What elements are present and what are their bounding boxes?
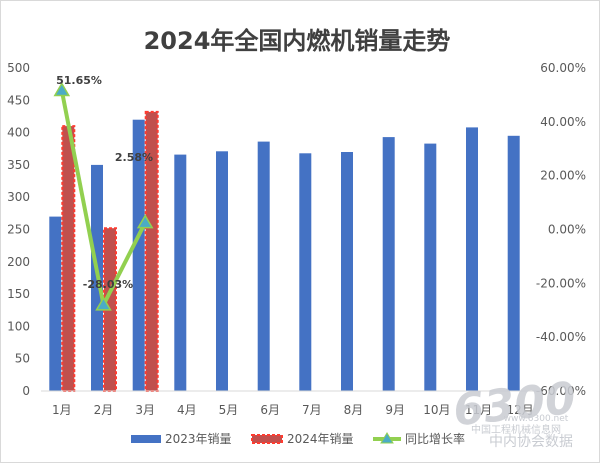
x-tick-label: 2月 bbox=[94, 403, 114, 417]
y-left-tick-label: 0 bbox=[22, 384, 30, 398]
bar-2023 bbox=[216, 151, 228, 391]
y-left-tick-label: 150 bbox=[7, 287, 30, 301]
y-right-tick-label: -40.00% bbox=[536, 330, 586, 344]
bar-2023 bbox=[257, 141, 270, 391]
watermark-logo: 6300 bbox=[451, 373, 578, 437]
bar-2023 bbox=[49, 216, 62, 391]
x-tick-label: 3月 bbox=[135, 403, 155, 417]
watermark-site: 中国工程机械信息网 bbox=[471, 423, 561, 436]
x-tick-label: 4月 bbox=[177, 403, 197, 417]
watermark-url: www.6300.net bbox=[504, 414, 569, 424]
y-left-tick-label: 500 bbox=[7, 61, 30, 75]
bar-2023 bbox=[507, 135, 520, 391]
x-tick-label: 12月 bbox=[507, 403, 534, 417]
x-tick-label: 5月 bbox=[219, 403, 239, 417]
growth-point-marker bbox=[136, 214, 154, 229]
y-right-tick-label: 0.00% bbox=[548, 223, 586, 237]
legend-swatch-2024 bbox=[251, 434, 283, 444]
y-right-tick-label: -60.00% bbox=[536, 384, 586, 398]
bar-2023 bbox=[382, 137, 395, 391]
y-left-tick-label: 100 bbox=[7, 319, 30, 333]
x-tick-label: 1月 bbox=[52, 403, 72, 417]
bar-2023 bbox=[132, 119, 145, 391]
x-tick-label: 10月 bbox=[423, 403, 450, 417]
y-right-tick-label: 40.00% bbox=[540, 115, 586, 129]
x-tick-label: 6月 bbox=[260, 403, 280, 417]
bar-2023 bbox=[424, 143, 437, 391]
y-left-tick-label: 250 bbox=[7, 223, 30, 237]
y-right-tick-label: 20.00% bbox=[540, 169, 586, 183]
legend-marker-growth bbox=[380, 432, 394, 444]
x-tick-label: 7月 bbox=[302, 403, 322, 417]
x-tick-label: 8月 bbox=[344, 403, 364, 417]
growth-point-marker bbox=[53, 82, 71, 97]
bar-2023 bbox=[341, 152, 353, 391]
data-label: -28.03% bbox=[83, 278, 133, 291]
y-right-tick-label: 60.00% bbox=[540, 61, 586, 75]
data-label: 51.65% bbox=[56, 74, 102, 87]
y-left-tick-label: 200 bbox=[7, 255, 30, 269]
bar-2023 bbox=[174, 154, 187, 391]
y-left-tick-label: 350 bbox=[7, 158, 30, 172]
legend-swatch-2023 bbox=[131, 435, 161, 443]
growth-point-marker bbox=[95, 296, 112, 311]
bar-2023 bbox=[299, 153, 312, 391]
y-left-tick-label: 400 bbox=[7, 126, 30, 140]
y-left-tick-label: 300 bbox=[7, 190, 30, 204]
y-left-tick-label: 450 bbox=[7, 93, 30, 107]
watermark-source: 中内协会数据 bbox=[489, 434, 573, 450]
y-right-tick-label: -20.00% bbox=[536, 276, 586, 290]
data-label: 2.58% bbox=[115, 151, 153, 164]
y-left-tick-label: 50 bbox=[15, 352, 30, 366]
bar-2024 bbox=[61, 125, 76, 392]
legend-label-2024: 2024年销量 bbox=[287, 432, 354, 446]
bar-2023 bbox=[466, 127, 478, 392]
x-tick-label: 11月 bbox=[465, 403, 492, 417]
legend-label-2023: 2023年销量 bbox=[165, 432, 232, 446]
legend-label-growth: 同比增长率 bbox=[405, 431, 465, 446]
x-tick-label: 9月 bbox=[385, 403, 405, 417]
chart-title: 2024年全国内燃机销量走势 bbox=[144, 27, 451, 55]
